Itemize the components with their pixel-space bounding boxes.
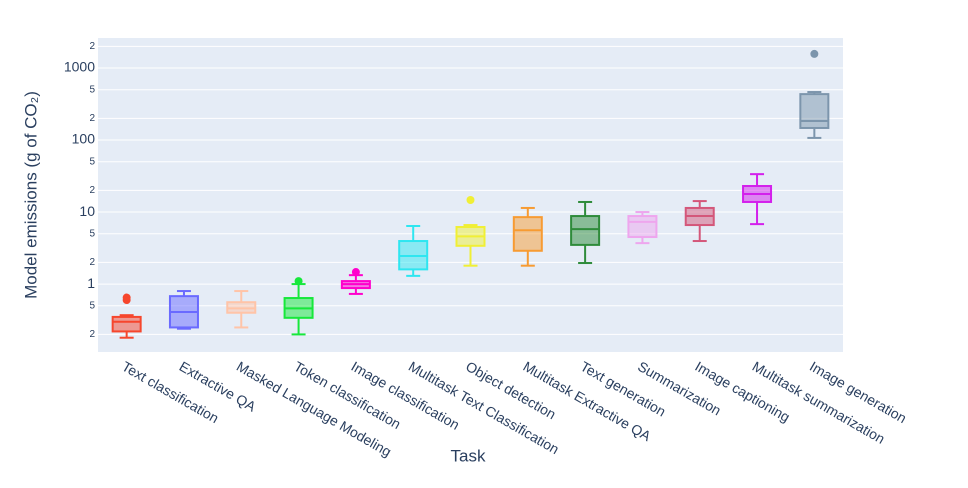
y-axis-title: Model emissions (g of CO₂) [21, 91, 40, 299]
y-tick-label: 5 [89, 300, 95, 311]
x-axis-title: Task [451, 446, 486, 465]
y-tick-label: 2 [89, 113, 95, 124]
outlier [294, 277, 303, 286]
box [111, 315, 142, 333]
y-tick-label: 2 [89, 257, 95, 268]
outlier [466, 196, 475, 205]
y-tick-label: 2 [89, 329, 95, 340]
box [799, 93, 830, 129]
box [627, 215, 658, 239]
outlier [351, 268, 360, 277]
y-tick-label: 10 [79, 203, 95, 219]
box [512, 216, 543, 252]
y-tick-label: 2 [89, 185, 95, 196]
outlier [810, 49, 819, 58]
y-tick-label: 1000 [64, 59, 95, 75]
y-tick-label: 100 [72, 131, 96, 147]
y-tick-label: 1 [87, 275, 95, 291]
plot-area [98, 38, 843, 352]
x-tick-label: Text classification [119, 358, 221, 426]
y-tick-label: 5 [89, 156, 95, 167]
y-tick-label: 2 [89, 41, 95, 52]
box [570, 215, 601, 246]
y-tick-label: 5 [89, 228, 95, 239]
outlier [122, 293, 131, 302]
y-tick-label: 5 [89, 84, 95, 95]
x-tick-label: Image captioning [692, 358, 792, 425]
